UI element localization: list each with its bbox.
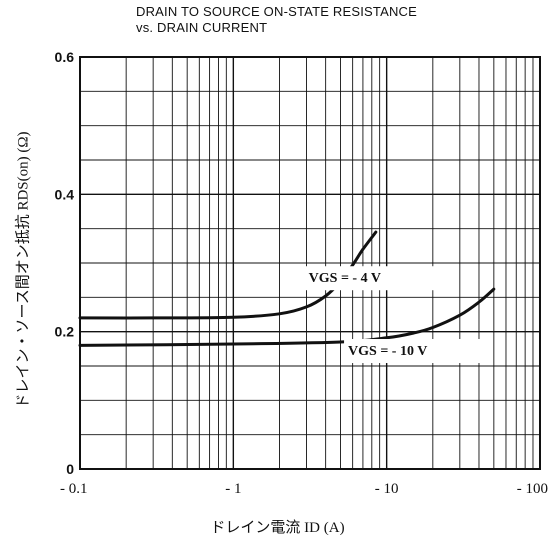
tick-labels: - 0.1 - 1 - 10 - 100 0 0.2 0.4 0.6 <box>55 49 548 497</box>
chart-title: DRAIN TO SOURCE ON-STATE RESISTANCE <box>136 4 417 19</box>
x-tick-label: - 10 <box>375 481 399 497</box>
plot-frame <box>79 56 541 470</box>
series-label-bg <box>344 339 485 364</box>
series-label-1: VGS = - 4 V <box>309 271 381 286</box>
x-tick-label: - 1 <box>225 481 241 497</box>
y-axis-label: ドレイン・ソース間オン抵抗 RDS(on) (Ω) <box>15 131 32 409</box>
series-label-bg <box>304 266 445 291</box>
series-labels: VGS = - 4 V VGS = - 10 V <box>304 266 485 364</box>
series <box>78 230 496 347</box>
series-label-2: VGS = - 10 V <box>348 344 427 359</box>
y-tick-label: 0.2 <box>55 324 75 340</box>
series-line-1 <box>78 230 378 320</box>
y-tick-label: 0 <box>66 461 74 477</box>
x-tick-label: - 0.1 <box>60 481 88 497</box>
x-axis-label: ドレイン電流 ID (A) <box>210 520 345 536</box>
y-tick-label: 0.6 <box>55 49 75 65</box>
x-tick-label: - 100 <box>517 481 548 497</box>
chart-subtitle: vs. DRAIN CURRENT <box>136 20 268 35</box>
series-line-2 <box>78 287 496 347</box>
grid <box>80 57 540 469</box>
y-tick-label: 0.4 <box>55 186 75 202</box>
